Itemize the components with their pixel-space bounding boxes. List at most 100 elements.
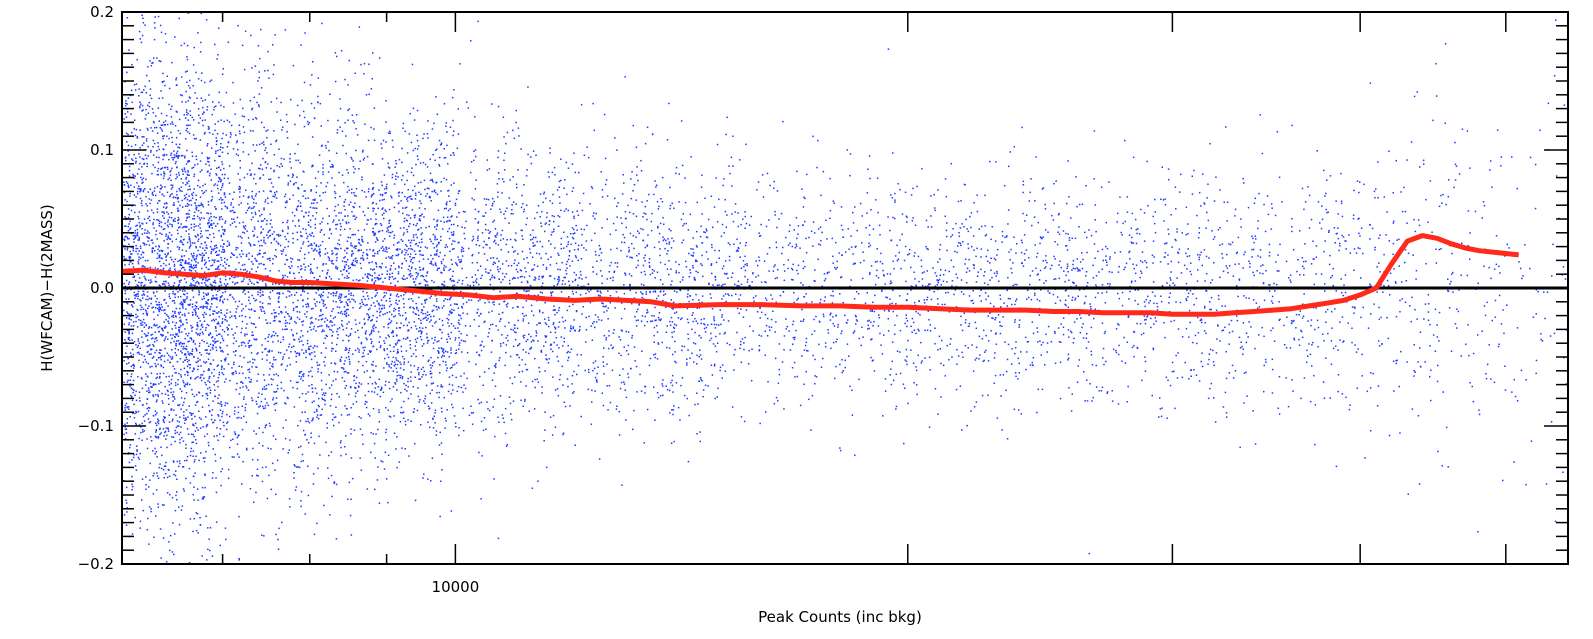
scatter-point bbox=[294, 225, 297, 227]
scatter-point bbox=[195, 529, 198, 532]
scatter-point bbox=[215, 250, 218, 253]
scatter-point bbox=[252, 118, 254, 121]
scatter-point bbox=[340, 50, 343, 52]
scatter-point bbox=[267, 129, 269, 131]
scatter-point bbox=[432, 309, 435, 311]
scatter-point bbox=[370, 363, 373, 366]
scatter-point bbox=[212, 359, 215, 361]
scatter-point bbox=[235, 308, 238, 310]
scatter-point bbox=[269, 178, 272, 180]
scatter-point bbox=[128, 237, 130, 240]
scatter-point bbox=[145, 309, 147, 312]
scatter-point bbox=[152, 356, 155, 358]
scatter-point bbox=[183, 42, 186, 45]
scatter-point bbox=[179, 341, 182, 344]
scatter-point bbox=[361, 356, 364, 358]
scatter-point bbox=[426, 247, 428, 249]
scatter-point bbox=[319, 250, 321, 253]
scatter-point bbox=[371, 329, 373, 331]
scatter-point bbox=[337, 248, 339, 250]
scatter-point bbox=[208, 226, 211, 229]
scatter-point bbox=[149, 202, 151, 205]
scatter-point bbox=[215, 208, 217, 210]
scatter-point bbox=[263, 310, 265, 312]
scatter-point bbox=[247, 342, 249, 344]
scatter-point bbox=[342, 144, 344, 147]
scatter-point bbox=[214, 206, 216, 208]
scatter-point bbox=[180, 264, 183, 266]
scatter-point bbox=[347, 299, 349, 301]
scatter-point bbox=[233, 298, 235, 300]
scatter-point bbox=[287, 219, 289, 222]
scatter-point bbox=[307, 240, 310, 243]
scatter-point bbox=[192, 277, 194, 279]
scatter-point bbox=[267, 275, 269, 277]
scatter-point bbox=[217, 290, 219, 292]
scatter-point bbox=[178, 313, 180, 315]
scatter-point bbox=[177, 335, 180, 337]
scatter-point bbox=[238, 262, 240, 264]
scatter-point bbox=[271, 350, 273, 352]
scatter-point bbox=[277, 243, 280, 245]
scatter-point bbox=[383, 468, 386, 470]
scatter-point bbox=[183, 293, 186, 296]
scatter-point bbox=[163, 280, 165, 283]
scatter-point bbox=[306, 311, 308, 313]
scatter-point bbox=[142, 293, 145, 295]
scatter-point bbox=[247, 291, 250, 293]
scatter-point bbox=[293, 183, 295, 186]
scatter-point bbox=[156, 297, 158, 300]
scatter-point bbox=[249, 271, 251, 273]
scatter-point bbox=[139, 106, 141, 109]
scatter-point bbox=[303, 215, 305, 218]
scatter-point bbox=[197, 238, 200, 240]
scatter-point bbox=[212, 133, 214, 135]
scatter-point bbox=[358, 206, 361, 208]
scatter-point bbox=[149, 479, 151, 481]
scatter-point bbox=[270, 336, 273, 338]
scatter-point bbox=[179, 204, 181, 207]
scatter-point bbox=[199, 328, 202, 331]
scatter-point bbox=[200, 230, 202, 232]
scatter-point bbox=[126, 507, 128, 509]
scatter-point bbox=[293, 182, 295, 185]
scatter-point bbox=[312, 250, 315, 252]
scatter-point bbox=[169, 223, 171, 225]
scatter-point bbox=[344, 405, 346, 407]
scatter-point bbox=[376, 316, 378, 319]
scatter-point bbox=[311, 232, 313, 234]
scatter-point bbox=[169, 195, 171, 198]
scatter-point bbox=[164, 430, 167, 433]
scatter-point bbox=[177, 232, 179, 235]
scatter-point bbox=[141, 321, 144, 323]
scatter-point bbox=[168, 414, 170, 416]
scatter-point bbox=[235, 372, 237, 374]
scatter-point bbox=[275, 197, 278, 199]
scatter-point bbox=[334, 52, 337, 54]
scatter-point bbox=[297, 424, 299, 427]
scatter-point bbox=[326, 319, 329, 321]
scatter-point bbox=[305, 349, 307, 352]
scatter-point bbox=[191, 266, 193, 269]
scatter-point bbox=[353, 299, 355, 301]
scatter-point bbox=[371, 319, 373, 321]
scatter-point bbox=[187, 304, 189, 306]
scatter-point bbox=[234, 300, 237, 303]
scatter-point bbox=[346, 275, 348, 277]
scatter-point bbox=[248, 377, 250, 379]
scatter-point bbox=[251, 108, 253, 111]
scatter-point bbox=[152, 306, 155, 308]
scatter-point bbox=[176, 152, 178, 154]
scatter-point bbox=[164, 124, 166, 126]
scatter-point bbox=[224, 267, 227, 269]
scatter-point bbox=[169, 174, 172, 176]
scatter-point bbox=[181, 302, 184, 305]
scatter-point bbox=[244, 225, 247, 227]
scatter-point bbox=[275, 359, 277, 361]
scatter-point bbox=[355, 245, 358, 247]
scatter-point bbox=[195, 209, 198, 211]
scatter-point bbox=[326, 335, 328, 338]
scatter-point bbox=[279, 119, 282, 121]
scatter-point bbox=[132, 306, 134, 308]
scatter-point bbox=[140, 247, 142, 249]
